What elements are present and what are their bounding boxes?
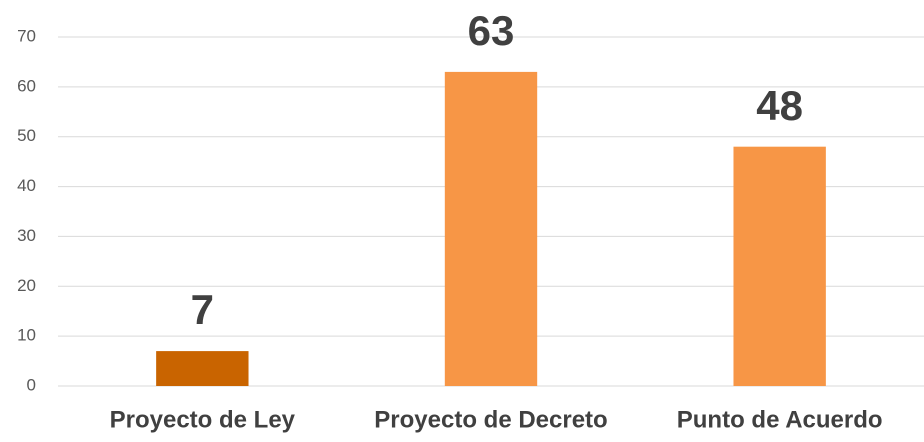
y-tick-label: 30	[17, 226, 36, 245]
data-label: 7	[191, 286, 214, 333]
y-tick-label: 60	[17, 76, 36, 95]
y-tick-label: 10	[17, 326, 36, 345]
x-tick-label: Proyecto de Ley	[110, 406, 296, 433]
bar	[156, 351, 249, 386]
data-label: 48	[756, 82, 803, 129]
data-label: 63	[468, 7, 515, 54]
x-tick-label: Proyecto de Decreto	[374, 406, 607, 433]
bar	[733, 146, 826, 386]
bar	[444, 71, 538, 387]
y-tick-label: 40	[17, 176, 36, 195]
y-tick-label: 50	[17, 126, 36, 145]
y-tick-label: 0	[27, 375, 36, 394]
y-tick-label: 70	[17, 26, 36, 45]
x-tick-label: Punto de Acuerdo	[677, 406, 883, 433]
y-tick-label: 20	[17, 276, 36, 295]
